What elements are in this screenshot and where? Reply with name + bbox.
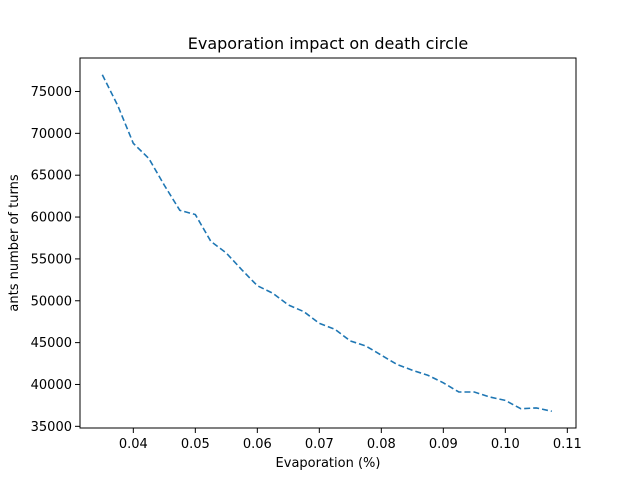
plot-area <box>79 57 577 429</box>
x-tick-label: 0.08 <box>367 437 396 452</box>
y-tick-label: 50000 <box>31 294 72 309</box>
x-tick-label: 0.04 <box>119 437 148 452</box>
y-tick-label: 45000 <box>31 336 72 351</box>
y-tick-label: 60000 <box>31 211 72 226</box>
y-tick-label: 35000 <box>31 420 72 435</box>
x-tick-label: 0.06 <box>243 437 272 452</box>
x-tick-label: 0.05 <box>181 437 210 452</box>
x-tick-label: 0.10 <box>491 437 520 452</box>
y-axis-label: ants number of turns <box>7 174 22 311</box>
y-tick-label: 55000 <box>31 252 72 267</box>
y-tick-label: 40000 <box>31 378 72 393</box>
y-tick-label: 65000 <box>31 169 72 184</box>
series-line <box>101 74 552 413</box>
y-axis-ticks: 35000 40000 45000 50000 55000 60000 65000 70000… <box>31 85 80 435</box>
y-tick-label: 70000 <box>31 127 72 142</box>
chart-title: Evaporation impact on death circle <box>188 34 468 53</box>
series-layer <box>101 74 552 413</box>
plot-frame <box>79 57 577 429</box>
y-tick-label: 75000 <box>31 85 72 100</box>
x-tick-label: 0.11 <box>553 437 582 452</box>
x-axis-ticks: 0.04 0.05 0.06 0.07 0.08 0.09 0.10 0.11 <box>119 428 582 452</box>
x-axis-label: Evaporation (%) <box>276 456 381 471</box>
x-tick-label: 0.09 <box>429 437 458 452</box>
x-tick-label: 0.07 <box>305 437 334 452</box>
